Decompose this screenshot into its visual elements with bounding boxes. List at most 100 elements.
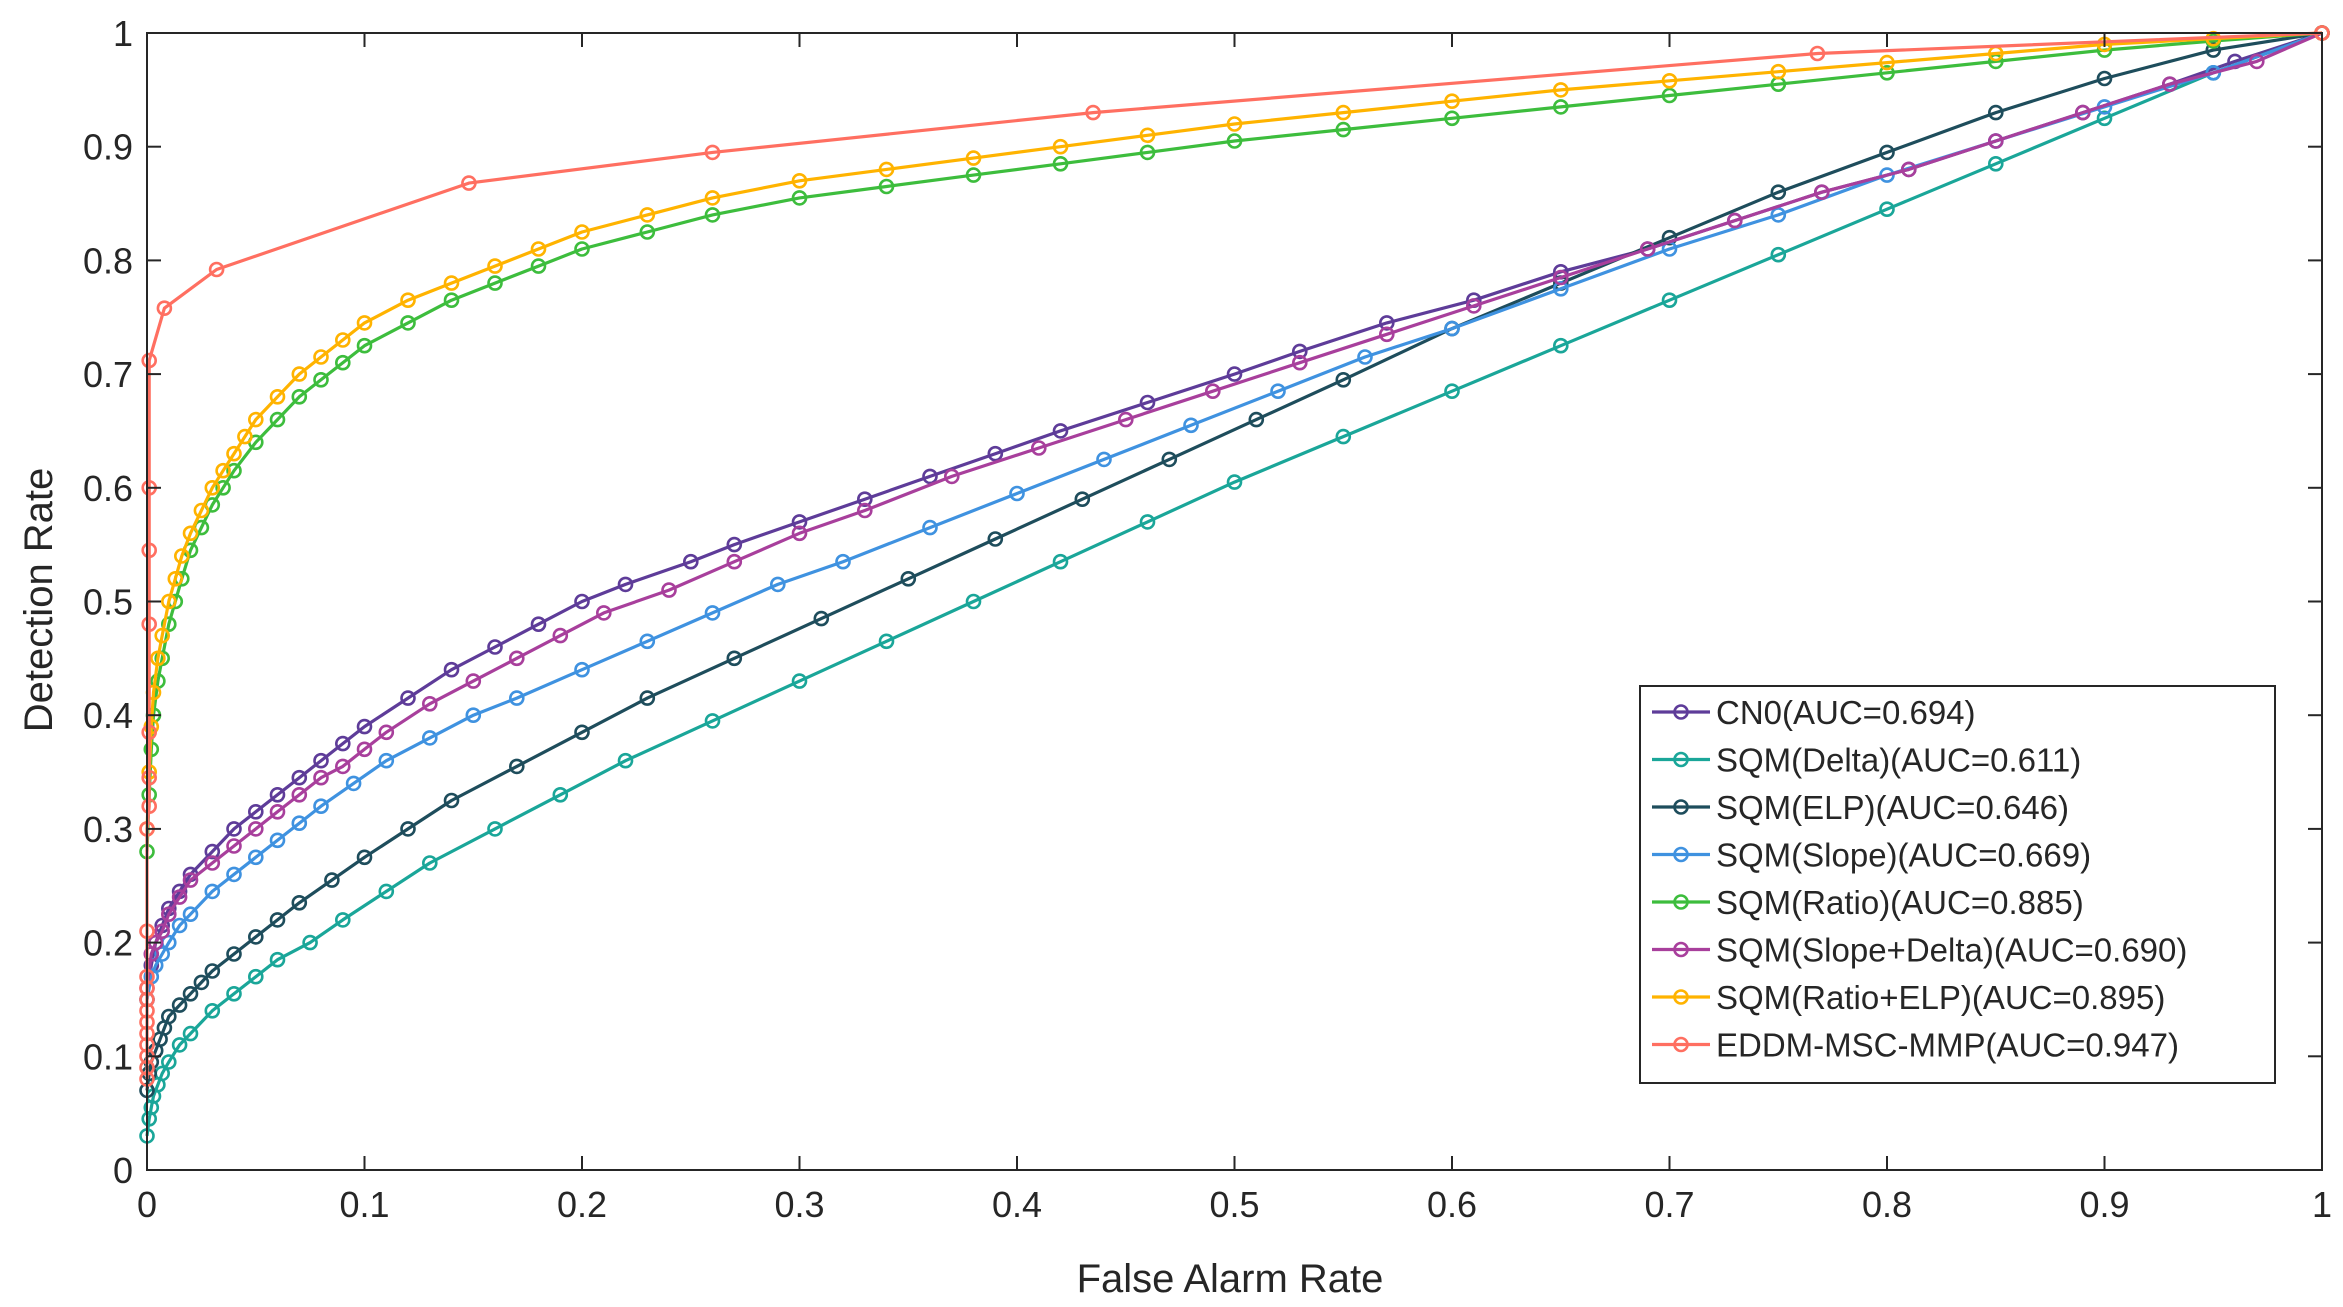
x-tick-label: 1 [2312, 1184, 2332, 1225]
data-point [356, 718, 373, 735]
x-tick-label: 0.8 [1862, 1184, 1912, 1225]
data-point [193, 974, 210, 991]
data-point [574, 241, 590, 257]
data-point [1335, 104, 1352, 121]
x-tick-label: 0.6 [1427, 1184, 1477, 1225]
data-point [204, 1002, 221, 1019]
data-point [378, 752, 395, 769]
data-point [161, 906, 177, 923]
data-point [171, 1037, 188, 1053]
data-point [174, 548, 190, 564]
data-point [2162, 76, 2178, 92]
legend-label: SQM(Slope)(AUC=0.669) [1716, 837, 2091, 874]
data-point [1553, 269, 1569, 286]
data-point [530, 616, 547, 633]
data-point [1988, 104, 2004, 121]
legend-label: CN0(AUC=0.694) [1716, 694, 1976, 731]
data-point [248, 968, 264, 985]
y-tick-label: 0.4 [83, 695, 133, 736]
y-tick-label: 0 [113, 1150, 133, 1191]
data-point [1444, 110, 1460, 127]
data-point [1052, 138, 1069, 155]
data-point [487, 639, 503, 655]
data-point [1226, 133, 1243, 149]
data-point [161, 616, 177, 633]
data-point [1814, 184, 1830, 200]
data-point [182, 906, 199, 923]
data-point [334, 735, 351, 752]
data-point [987, 531, 1004, 547]
legend-entry: SQM(Slope)(AUC=0.669) [1652, 837, 2091, 874]
data-point [1988, 156, 2004, 172]
data-point [400, 315, 416, 331]
legend-label: SQM(Delta)(AUC=0.611) [1716, 742, 2081, 779]
legend-entry: EDDM-MSC-MMP(AUC=0.947) [1652, 1027, 2179, 1064]
data-point [1444, 383, 1460, 400]
data-point [2205, 42, 2222, 58]
data-point [1226, 366, 1243, 382]
data-point [1553, 337, 1569, 354]
data-point [704, 207, 721, 223]
data-point [508, 758, 525, 775]
data-point [1553, 99, 1569, 115]
data-point [1661, 73, 1678, 89]
data-point [965, 150, 982, 166]
data-point [791, 525, 808, 542]
legend-marker [1673, 1036, 1689, 1053]
data-point [1052, 156, 1069, 172]
data-point [161, 1008, 177, 1025]
data-point [2096, 110, 2113, 127]
data-point [421, 730, 438, 746]
data-point [574, 593, 590, 610]
data-point [378, 883, 395, 900]
data-point [791, 190, 808, 206]
data-point [1661, 229, 1678, 246]
data-point [154, 923, 170, 940]
legend-label: SQM(Ratio)(AUC=0.885) [1716, 884, 2084, 921]
data-point [182, 985, 199, 1002]
data-point [508, 690, 525, 706]
data-point [791, 173, 808, 189]
data-point [141, 542, 157, 559]
data-point [1444, 93, 1460, 109]
legend-marker [1673, 989, 1689, 1005]
data-point [922, 519, 938, 536]
data-point [269, 388, 286, 405]
data-point [1292, 354, 1308, 371]
y-tick-label: 0.8 [83, 240, 133, 281]
data-point [215, 479, 231, 496]
legend-label: SQM(Slope+Delta)(AUC=0.690) [1716, 932, 2187, 969]
data-point [465, 707, 482, 724]
data-point [154, 627, 170, 644]
data-point [313, 752, 329, 769]
data-point [208, 261, 225, 278]
data-point [1901, 161, 1917, 178]
data-point [878, 633, 895, 650]
data-point [1335, 428, 1352, 445]
data-point [334, 912, 351, 928]
data-point [617, 576, 634, 593]
series-line [145, 31, 2323, 1137]
legend-marker [1673, 751, 1689, 768]
x-tick-label: 0.3 [774, 1184, 824, 1225]
data-point [1661, 292, 1678, 309]
data-point [161, 593, 177, 610]
data-point [171, 889, 188, 905]
data-point [182, 872, 199, 888]
data-point [1879, 144, 1895, 161]
data-point [248, 803, 264, 820]
data-point [878, 178, 895, 195]
y-tick-label: 0.7 [83, 354, 133, 395]
series-line [145, 31, 2323, 829]
data-point [856, 502, 873, 519]
y-tick-label: 0.2 [83, 923, 133, 964]
data-point [1096, 451, 1112, 468]
data-point [1553, 82, 1569, 98]
data-point [269, 803, 286, 820]
data-point [639, 633, 656, 650]
data-point [1074, 491, 1091, 508]
data-point [1770, 63, 1787, 80]
data-point [141, 724, 157, 741]
legend-entry: CN0(AUC=0.694) [1652, 694, 1976, 731]
data-point [248, 929, 264, 945]
